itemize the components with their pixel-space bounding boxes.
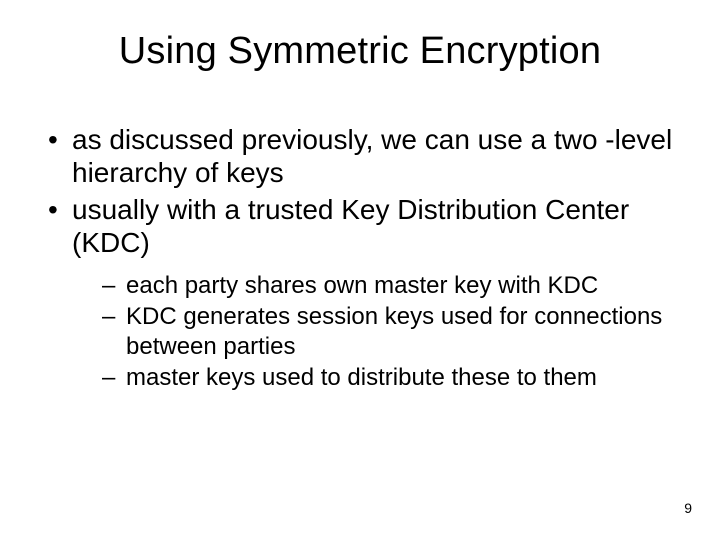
bullet-text: master keys used to distribute these to … [126,364,597,391]
bullet-text: each party shares own master key with KD… [126,272,598,299]
slide: Using Symmetric Encryption as discussed … [0,0,720,540]
list-item: each party shares own master key with KD… [100,271,680,300]
list-item: as discussed previously, we can use a tw… [44,123,680,189]
list-item: KDC generates session keys used for conn… [100,302,680,361]
bullet-text: as discussed previously, we can use a tw… [72,124,672,188]
page-number: 9 [684,500,692,516]
bullet-list-level2: each party shares own master key with KD… [100,271,680,392]
list-item: usually with a trusted Key Distribution … [44,193,680,392]
bullet-text: KDC generates session keys used for conn… [126,303,662,359]
bullet-list-level1: as discussed previously, we can use a tw… [44,123,680,392]
list-item: master keys used to distribute these to … [100,363,680,392]
bullet-text: usually with a trusted Key Distribution … [72,194,629,258]
slide-title: Using Symmetric Encryption [40,30,680,73]
